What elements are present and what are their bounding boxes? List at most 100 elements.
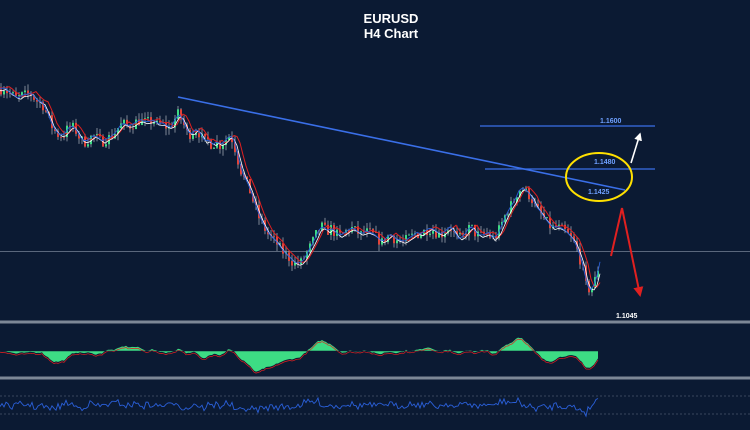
candle-bear xyxy=(210,139,212,149)
chart-title: EURUSD xyxy=(364,11,419,26)
candle-bear xyxy=(399,240,401,242)
candle-bear xyxy=(132,128,134,130)
candle-bull xyxy=(471,224,473,226)
level-label: 1.1480 xyxy=(594,159,616,166)
candle-bull xyxy=(459,232,461,235)
candle-bull xyxy=(432,231,434,234)
candle-bull xyxy=(411,233,413,235)
candle-bear xyxy=(495,236,497,239)
candle-bear xyxy=(33,95,35,100)
candle-bear xyxy=(78,133,80,139)
candle-bear xyxy=(60,136,62,138)
candle-bull xyxy=(321,222,323,231)
moving-average-blue xyxy=(0,87,601,291)
candle-bull xyxy=(420,235,422,238)
candle-bear xyxy=(207,136,209,140)
candle-bear xyxy=(189,129,191,139)
candle-bull xyxy=(21,92,23,96)
candle-bull xyxy=(294,261,296,266)
main-price-pane: 1.1600 1.1480 1.1425 1.1045 xyxy=(0,83,750,320)
arrow-up xyxy=(630,132,642,164)
chart-subtitle: H4 Chart xyxy=(364,26,419,41)
candle-bull xyxy=(525,187,527,191)
candle-bull xyxy=(546,217,548,219)
candle-bull xyxy=(405,235,407,242)
candle-bull xyxy=(516,197,518,203)
candle-bear xyxy=(57,130,59,137)
candle-bull xyxy=(354,226,356,228)
candle-bear xyxy=(567,228,569,233)
candle-bear xyxy=(369,228,371,230)
indicator-line xyxy=(0,396,599,418)
candle-bear xyxy=(282,243,284,254)
candle-bull xyxy=(330,225,332,235)
candle-bear xyxy=(69,125,71,128)
candle-bear xyxy=(402,241,404,242)
candle-bull xyxy=(177,109,179,119)
candle-bear xyxy=(45,110,47,112)
candle-bull xyxy=(468,225,470,236)
candle-bull xyxy=(213,147,215,149)
candle-bull xyxy=(228,136,230,141)
candle-bull xyxy=(144,118,146,120)
candle-bear xyxy=(36,99,38,102)
candle-bull xyxy=(510,201,512,215)
oscillator-histogram xyxy=(0,337,598,372)
candle-bear xyxy=(384,238,386,243)
candle-bull xyxy=(18,95,20,96)
candle-bear xyxy=(15,92,17,96)
candle-bull xyxy=(438,232,440,238)
candle-bear xyxy=(435,231,437,238)
candle-bear xyxy=(465,233,467,236)
candle-bear xyxy=(357,226,359,234)
arrow-pullback xyxy=(610,207,623,257)
candle-bear xyxy=(363,231,365,233)
candle-bear xyxy=(234,142,236,153)
candle-bear xyxy=(9,93,11,94)
candle-bull xyxy=(429,233,431,236)
candle-bear xyxy=(276,236,278,245)
candle-bull xyxy=(396,240,398,244)
candle-bear xyxy=(111,135,113,139)
level-label: 1.1425 xyxy=(588,189,610,196)
candle-bear xyxy=(537,204,539,207)
candle-bear xyxy=(375,232,377,234)
candle-bull xyxy=(117,128,119,135)
candle-bull xyxy=(306,251,308,259)
candle-bull xyxy=(558,224,560,227)
candle-bear xyxy=(450,230,452,232)
highlight-ellipse xyxy=(565,152,633,202)
candle-bull xyxy=(66,125,68,138)
lower-indicator-pane xyxy=(0,395,750,418)
candle-bear xyxy=(180,109,182,120)
candle-bull xyxy=(24,90,26,93)
candle-bear xyxy=(6,91,8,94)
candle-bull xyxy=(591,287,593,293)
oscillator-pane xyxy=(0,337,600,374)
candle-bear xyxy=(555,225,557,227)
candle-bull xyxy=(597,270,599,278)
candle-bear xyxy=(588,280,590,293)
candle-bull xyxy=(366,228,368,233)
candle-bull xyxy=(123,119,125,124)
candle-bear xyxy=(291,260,293,266)
candle-bull xyxy=(87,144,89,147)
candle-bear xyxy=(27,90,29,94)
candle-bull xyxy=(105,144,107,147)
candle-bear xyxy=(246,176,248,180)
candle-bear xyxy=(393,235,395,244)
candle-bear xyxy=(549,217,551,229)
candle-bull xyxy=(192,135,194,139)
trend-line xyxy=(177,96,626,191)
candle-bear xyxy=(324,222,326,225)
candle-bear xyxy=(231,136,233,143)
candle-bull xyxy=(222,145,224,149)
arrow-down-target xyxy=(621,207,644,297)
candle-bear xyxy=(30,93,32,96)
candle-bull xyxy=(12,92,14,94)
candle-bear xyxy=(0,89,2,95)
candle-bear xyxy=(273,235,275,237)
candle-bull xyxy=(153,122,155,124)
